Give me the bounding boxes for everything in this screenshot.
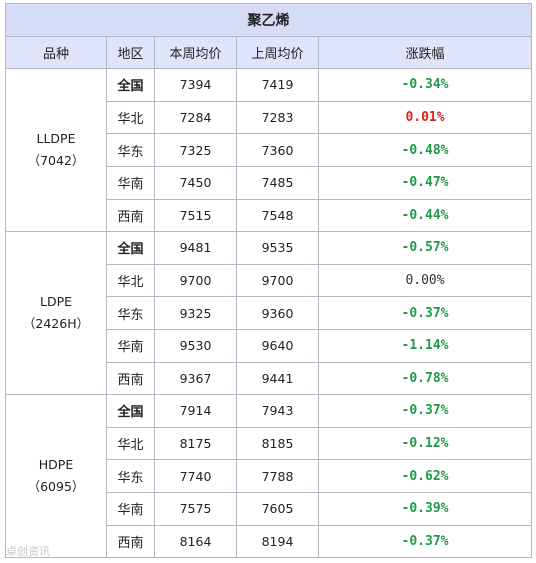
last-week-price-cell: 7283: [236, 100, 319, 135]
region-cell: 华东: [106, 133, 155, 167]
region-cell: 全国: [106, 231, 155, 265]
this-week-price-cell: 7740: [154, 459, 237, 493]
change-pct-cell: -0.57%: [317, 231, 533, 265]
region-cell: 华南: [106, 491, 155, 526]
product-cell: HDPE （6095）: [5, 394, 107, 559]
change-pct-cell: -0.34%: [317, 68, 533, 102]
header-product: 品种: [5, 35, 107, 70]
region-cell: 西南: [106, 524, 155, 559]
product-code: （7042）: [27, 153, 85, 169]
change-pct-cell: -0.48%: [317, 133, 533, 167]
last-week-price-cell: 9360: [236, 296, 319, 330]
table-row: LDPE （2426H） 全国 9481 9535 -0.57%: [5, 231, 533, 396]
table-body: LLDPE （7042） 全国 7394 7419 -0.34% 华北 7284 7283 0.0…: [5, 68, 533, 559]
change-pct-cell: -0.44%: [317, 198, 533, 233]
header-last-week-avg: 上周均价: [236, 35, 319, 70]
last-week-price-cell: 9535: [236, 231, 319, 265]
last-week-price-cell: 7788: [236, 459, 319, 493]
region-cell: 华东: [106, 296, 155, 330]
region-cell: 华北: [106, 426, 155, 461]
last-week-price-cell: 7485: [236, 165, 319, 200]
region-cell: 华南: [106, 165, 155, 200]
product-name: LDPE: [39, 294, 73, 310]
last-week-price-cell: 7605: [236, 491, 319, 526]
header-change-pct: 涨跌幅: [317, 35, 533, 70]
this-week-price-cell: 8164: [154, 524, 237, 559]
this-week-price-cell: 9700: [154, 263, 237, 298]
change-pct-cell: -0.62%: [317, 459, 533, 493]
table-row: 华南 9530 9640 -1.14%: [6, 328, 533, 363]
this-week-price-cell: 9481: [154, 231, 237, 265]
table-row: 华北 9700 9700 0.00%: [6, 263, 533, 298]
region-cell: 华东: [106, 459, 155, 493]
table-row: 华东 9325 9360 -0.37%: [6, 296, 533, 330]
change-pct-cell: -0.37%: [317, 296, 533, 330]
table-row: 西南 7515 7548 -0.44%: [6, 198, 533, 233]
last-week-price-cell: 9640: [236, 328, 319, 363]
change-pct-cell: -0.37%: [317, 394, 533, 428]
last-week-price-cell: 7419: [236, 68, 319, 102]
table-row: 华南 7450 7485 -0.47%: [6, 165, 533, 200]
this-week-price-cell: 9530: [154, 328, 237, 363]
change-pct-cell: -0.12%: [317, 426, 533, 461]
product-cell: LLDPE （7042）: [5, 68, 107, 233]
this-week-price-cell: 8175: [154, 426, 237, 461]
change-pct-cell: -0.39%: [317, 491, 533, 526]
change-pct-cell: 0.01%: [317, 100, 533, 135]
product-cell: LDPE （2426H）: [5, 231, 107, 396]
table-row: 西南 9367 9441 -0.78%: [6, 361, 533, 396]
table-row: 华东 7325 7360 -0.48%: [6, 133, 533, 167]
region-cell: 华北: [106, 263, 155, 298]
this-week-price-cell: 7914: [154, 394, 237, 428]
this-week-price-cell: 9325: [154, 296, 237, 330]
table-header-row: 品种 地区 本周均价 上周均价 涨跌幅: [5, 35, 533, 70]
this-week-price-cell: 7575: [154, 491, 237, 526]
last-week-price-cell: 9700: [236, 263, 319, 298]
region-cell: 西南: [106, 198, 155, 233]
last-week-price-cell: 9441: [236, 361, 319, 396]
region-cell: 华北: [106, 100, 155, 135]
last-week-price-cell: 7548: [236, 198, 319, 233]
this-week-price-cell: 7450: [154, 165, 237, 200]
table-row: HDPE （6095） 全国 7914 7943 -0.37%: [5, 394, 533, 559]
change-pct-cell: -0.78%: [317, 361, 533, 396]
header-this-week-avg: 本周均价: [154, 35, 237, 70]
product-code: （6095）: [27, 479, 85, 495]
table-row: 华北 7284 7283 0.01%: [6, 100, 533, 135]
change-pct-cell: 0.00%: [317, 263, 533, 298]
change-pct-cell: -0.37%: [317, 524, 533, 559]
last-week-price-cell: 7360: [236, 133, 319, 167]
table-row: 华东 7740 7788 -0.62%: [6, 459, 533, 493]
table-title: 聚乙烯: [4, 3, 533, 37]
last-week-price-cell: 8185: [236, 426, 319, 461]
table-row: LLDPE （7042） 全国 7394 7419 -0.34%: [5, 68, 533, 233]
region-cell: 西南: [106, 361, 155, 396]
product-code: （2426H）: [22, 316, 90, 332]
last-week-price-cell: 7943: [236, 394, 319, 428]
product-name: LLDPE: [36, 131, 76, 147]
this-week-price-cell: 7515: [154, 198, 237, 233]
region-cell: 全国: [106, 68, 155, 102]
table-title-row: 聚乙烯: [4, 3, 533, 37]
header-region: 地区: [106, 35, 155, 70]
this-week-price-cell: 9367: [154, 361, 237, 396]
this-week-price-cell: 7394: [154, 68, 237, 102]
product-name: HDPE: [38, 457, 74, 473]
change-pct-cell: -0.47%: [317, 165, 533, 200]
table-row: 西南 8164 8194 -0.37%: [6, 524, 533, 559]
polyethylene-price-table: 聚乙烯 品种 地区 本周均价 上周均价 涨跌幅 LLDPE （7042） 全国 739…: [4, 3, 533, 559]
last-week-price-cell: 8194: [236, 524, 319, 559]
this-week-price-cell: 7284: [154, 100, 237, 135]
watermark: 卓创资讯: [6, 545, 50, 558]
region-cell: 全国: [106, 394, 155, 428]
this-week-price-cell: 7325: [154, 133, 237, 167]
change-pct-cell: -1.14%: [317, 328, 533, 363]
region-cell: 华南: [106, 328, 155, 363]
table-row: 华南 7575 7605 -0.39%: [6, 491, 533, 526]
